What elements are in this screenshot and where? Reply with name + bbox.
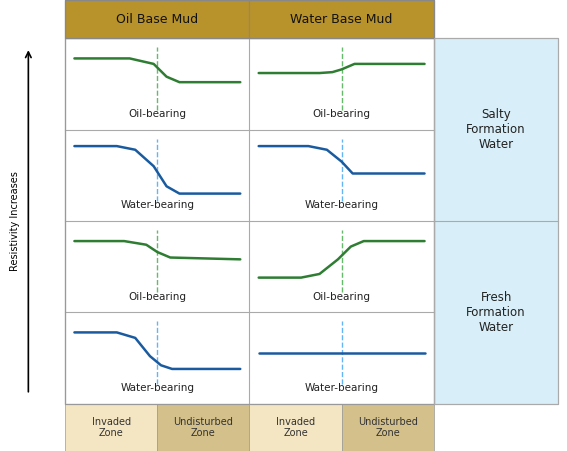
Text: Undisturbed
Zone: Undisturbed Zone <box>358 417 418 438</box>
Text: Water-bearing: Water-bearing <box>120 200 194 211</box>
Text: Water-bearing: Water-bearing <box>304 383 379 393</box>
Bar <box>341 404 434 451</box>
Text: Oil-bearing: Oil-bearing <box>128 109 187 119</box>
Text: Oil Base Mud: Oil Base Mud <box>116 13 198 26</box>
Bar <box>434 38 558 404</box>
Bar <box>65 38 434 404</box>
Text: Water-bearing: Water-bearing <box>304 200 379 211</box>
Text: Water Base Mud: Water Base Mud <box>290 13 393 26</box>
Bar <box>249 404 341 451</box>
Text: Oil-bearing: Oil-bearing <box>312 292 371 302</box>
Bar <box>157 404 249 451</box>
Bar <box>65 0 249 38</box>
Bar <box>434 38 558 404</box>
Bar <box>65 38 434 404</box>
Text: Water-bearing: Water-bearing <box>120 383 194 393</box>
Text: Fresh
Formation
Water: Fresh Formation Water <box>466 291 526 334</box>
Text: Resistivity Increases: Resistivity Increases <box>10 171 20 271</box>
Text: Invaded
Zone: Invaded Zone <box>276 417 315 438</box>
Text: Oil-bearing: Oil-bearing <box>128 292 187 302</box>
Text: Invaded
Zone: Invaded Zone <box>92 417 131 438</box>
Bar <box>65 404 158 451</box>
Text: Undisturbed
Zone: Undisturbed Zone <box>174 417 234 438</box>
Bar <box>65 0 434 38</box>
Text: Salty
Formation
Water: Salty Formation Water <box>466 108 526 151</box>
Bar <box>249 0 434 38</box>
Text: Oil-bearing: Oil-bearing <box>312 109 371 119</box>
